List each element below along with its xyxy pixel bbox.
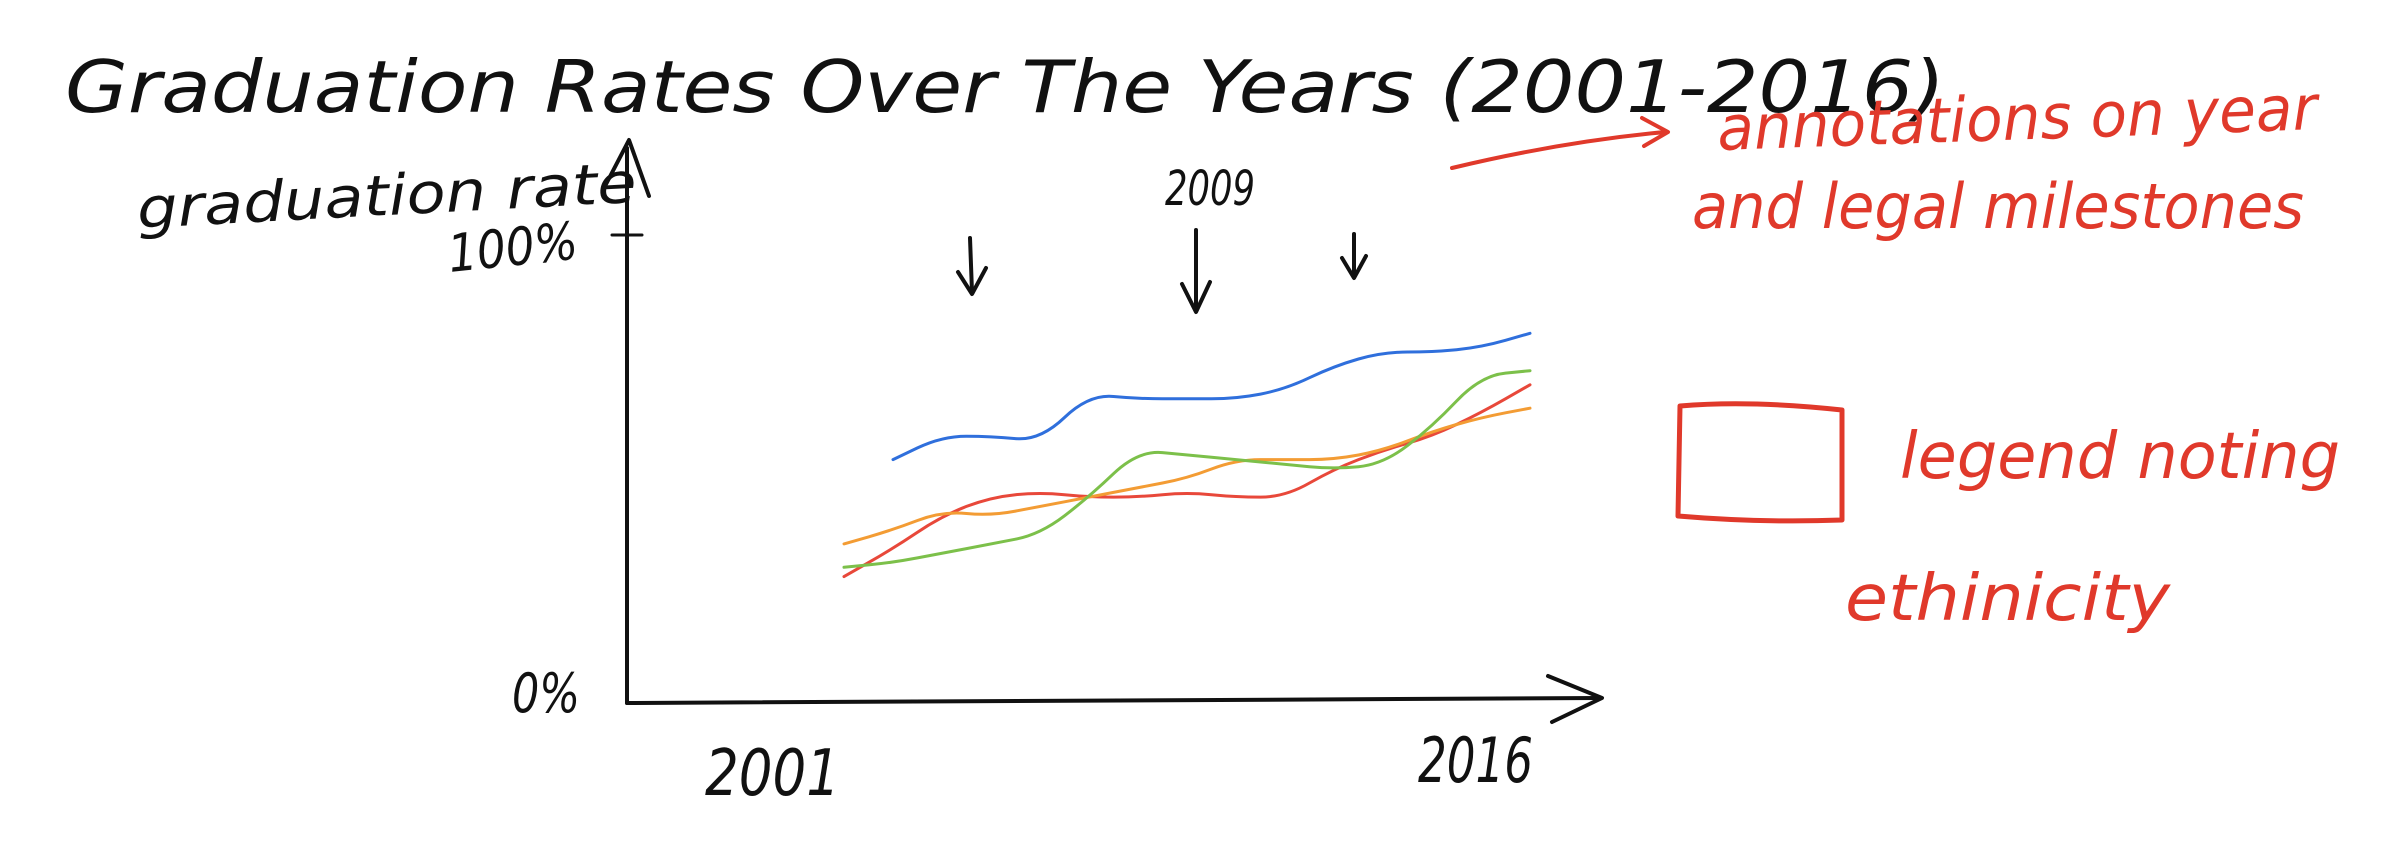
series-line-4	[842, 369, 1532, 569]
y-tick-label-0: 0%	[512, 662, 580, 725]
x-axis-arrowhead	[1546, 674, 1604, 724]
x-tick-label-2016: 2016	[1418, 724, 1533, 797]
chart-title: Graduation Rates Over The Years (2001-20…	[65, 45, 1945, 129]
note-legend-line2: ethinicity	[1845, 562, 2171, 636]
milestone-arrow-1	[956, 236, 988, 296]
milestone-year-label: 2009	[1165, 161, 1255, 217]
x-tick-label-2001: 2001	[705, 737, 840, 811]
note-milestones-line2: and legal milestones	[1692, 170, 2304, 243]
x-axis-line	[625, 696, 1602, 705]
milestone-arrow-2	[1180, 228, 1212, 314]
y-axis-arrowhead	[601, 138, 651, 198]
axes	[601, 138, 1604, 724]
y-tick-label-100: 100%	[445, 212, 581, 285]
milestone-arrow-3	[1340, 232, 1368, 280]
note-legend-line1: legend noting	[1900, 420, 2340, 494]
note-pointer-arrowhead	[1640, 116, 1670, 148]
note-pointer-arrow	[1450, 130, 1667, 170]
milestone-arrows	[956, 228, 1368, 314]
series-line-1	[891, 331, 1532, 462]
series-line-3	[842, 406, 1532, 546]
legend-placeholder-box	[1675, 401, 1845, 524]
series-layer	[842, 331, 1532, 579]
series-line-2	[842, 383, 1532, 579]
legend-placeholder-note: legend noting ethinicity	[1675, 401, 2340, 636]
